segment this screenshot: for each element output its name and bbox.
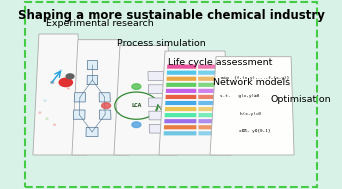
Circle shape [59, 78, 73, 87]
Circle shape [46, 118, 48, 119]
Polygon shape [198, 89, 221, 93]
Polygon shape [148, 72, 164, 81]
Polygon shape [198, 101, 222, 105]
Polygon shape [167, 77, 196, 81]
Circle shape [67, 88, 69, 89]
Circle shape [54, 124, 55, 125]
Polygon shape [33, 34, 87, 155]
Polygon shape [87, 75, 97, 85]
Polygon shape [198, 113, 222, 117]
Polygon shape [198, 95, 221, 99]
Polygon shape [164, 119, 196, 123]
Polygon shape [165, 107, 196, 111]
Text: Shaping a more sustainable chemical industry: Shaping a more sustainable chemical indu… [17, 9, 325, 22]
Circle shape [39, 112, 41, 113]
Polygon shape [198, 77, 220, 81]
Polygon shape [210, 57, 294, 155]
Circle shape [102, 103, 110, 108]
Circle shape [60, 70, 62, 71]
Text: Experimental research: Experimental research [47, 19, 154, 28]
Polygon shape [198, 83, 221, 87]
Polygon shape [198, 64, 220, 69]
Polygon shape [163, 131, 196, 135]
Polygon shape [74, 93, 86, 102]
Polygon shape [148, 98, 166, 107]
Polygon shape [73, 110, 85, 119]
Polygon shape [88, 60, 97, 70]
Polygon shape [167, 71, 196, 75]
Circle shape [132, 122, 141, 128]
Polygon shape [149, 111, 167, 120]
Text: x∈ℝ, y∈{0,1}: x∈ℝ, y∈{0,1} [218, 129, 271, 133]
Text: h(x,y)=0: h(x,y)=0 [219, 112, 261, 116]
Text: Optimisation: Optimisation [270, 95, 331, 104]
Polygon shape [198, 119, 222, 123]
Circle shape [132, 84, 141, 89]
Polygon shape [148, 85, 165, 94]
Circle shape [51, 81, 54, 83]
Text: s.t.   g(x,y)≥0: s.t. g(x,y)≥0 [220, 94, 259, 98]
Polygon shape [100, 110, 111, 119]
Text: Network models: Network models [213, 78, 290, 87]
Polygon shape [72, 40, 129, 155]
Text: Process simulation: Process simulation [117, 39, 206, 48]
Polygon shape [159, 51, 231, 155]
Polygon shape [164, 125, 196, 129]
Polygon shape [198, 71, 220, 75]
Polygon shape [198, 131, 223, 135]
Polygon shape [114, 45, 177, 155]
Text: Life cycle assessment: Life cycle assessment [168, 58, 272, 67]
Polygon shape [166, 89, 196, 93]
Polygon shape [166, 83, 196, 87]
Polygon shape [165, 113, 196, 117]
Circle shape [162, 103, 171, 108]
Polygon shape [198, 125, 223, 129]
Circle shape [44, 100, 46, 101]
Polygon shape [86, 127, 98, 136]
Polygon shape [166, 95, 196, 99]
Text: LCA: LCA [131, 103, 142, 108]
Polygon shape [99, 93, 110, 102]
Text: min  {f₁(x,y),...,fₖ(x,y)}: min {f₁(x,y),...,fₖ(x,y)} [221, 76, 289, 80]
Polygon shape [149, 124, 167, 133]
Polygon shape [198, 107, 222, 111]
Polygon shape [165, 101, 196, 105]
Polygon shape [167, 64, 196, 69]
Circle shape [66, 74, 74, 79]
